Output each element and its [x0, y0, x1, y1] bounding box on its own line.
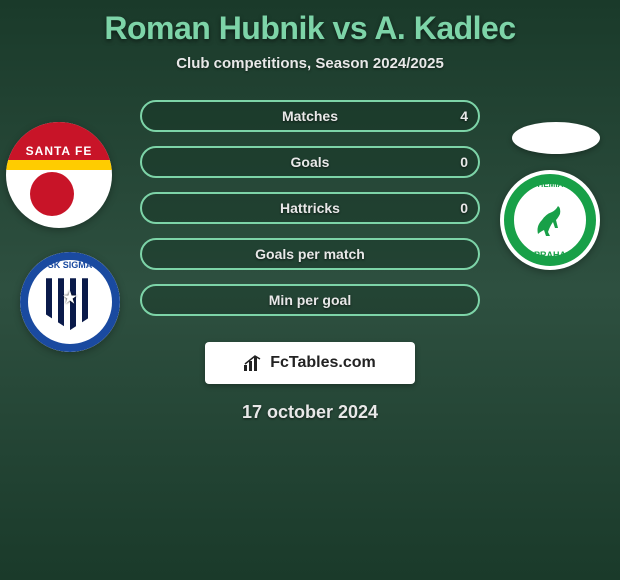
stat-row-matches: Matches 4	[140, 100, 480, 132]
club-badge-bohemians: BOHEMIANS PRAHA	[500, 170, 600, 270]
badge-shield: ★	[46, 278, 94, 330]
stat-row-min-per-goal: Min per goal	[140, 284, 480, 316]
subtitle: Club competitions, Season 2024/2025	[176, 55, 444, 72]
club-badge-santa-fe: SANTA FE	[6, 122, 112, 228]
badge-text-top: BOHEMIANS	[500, 180, 600, 189]
badge-stripes: ★	[46, 278, 94, 330]
badge-text: SANTA FE	[6, 122, 112, 160]
badge-stripe	[6, 160, 112, 170]
stat-value-right: 0	[460, 200, 468, 216]
stat-value-right: 0	[460, 154, 468, 170]
stat-row-goals: Goals 0	[140, 146, 480, 178]
club-badge-sigma: SK SIGMA ★	[20, 252, 120, 352]
stat-label: Goals	[291, 154, 330, 170]
stat-value-right: 4	[460, 108, 468, 124]
badge-dot	[30, 172, 74, 216]
kangaroo-icon	[528, 198, 572, 242]
badge-text: SK SIGMA	[20, 260, 120, 270]
badge-text-bottom: PRAHA	[500, 250, 600, 260]
branding-text: FcTables.com	[270, 354, 376, 372]
stat-label: Hattricks	[280, 200, 340, 216]
branding-badge: FcTables.com	[205, 342, 415, 384]
stat-label: Matches	[282, 108, 338, 124]
stat-row-hattricks: Hattricks 0	[140, 192, 480, 224]
stat-label: Goals per match	[255, 246, 365, 262]
stat-label: Min per goal	[269, 292, 351, 308]
stat-row-goals-per-match: Goals per match	[140, 238, 480, 270]
page-title: Roman Hubnik vs A. Kadlec	[104, 10, 515, 47]
star-icon: ★	[62, 287, 78, 308]
date-text: 17 october 2024	[242, 402, 378, 423]
club-badge-oval	[512, 122, 600, 154]
bar-chart-icon	[244, 355, 264, 371]
